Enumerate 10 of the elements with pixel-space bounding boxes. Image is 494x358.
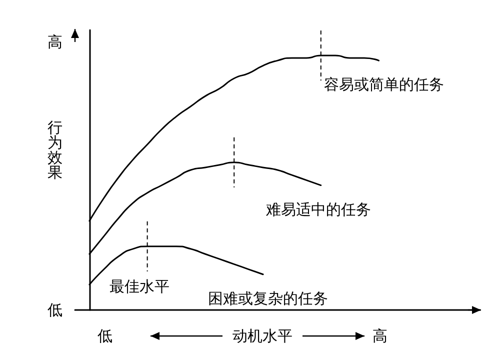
- series-label: 容易或简单的任务: [324, 76, 444, 94]
- text: 高: [48, 33, 62, 51]
- text: 高: [372, 327, 388, 345]
- series-label: 难易适中的任务: [264, 200, 371, 218]
- y-axis-title: 行为效果: [48, 118, 62, 182]
- text: 低: [48, 301, 62, 319]
- series-label: 困难或复杂的任务: [208, 289, 328, 308]
- text: 低: [98, 327, 112, 345]
- annotation: 最佳水平: [109, 277, 170, 296]
- x-axis-title: 动机水平: [232, 327, 292, 345]
